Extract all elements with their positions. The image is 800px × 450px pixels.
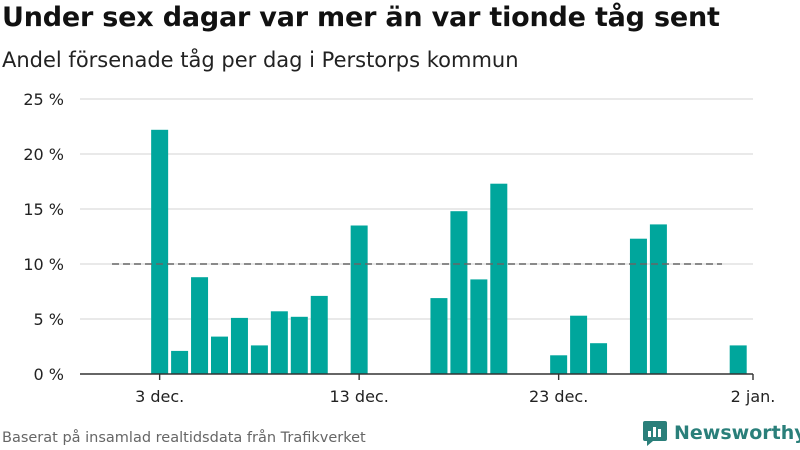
- chart-subtitle: Andel försenade tåg per dag i Perstorps …: [2, 48, 519, 72]
- bar: [550, 355, 568, 374]
- bar: [629, 238, 647, 374]
- brand-name: Newsworthy: [674, 422, 800, 444]
- x-tick-label: 13 dec.: [329, 387, 388, 406]
- bar: [729, 345, 747, 374]
- x-tick-label: 3 dec.: [135, 387, 184, 406]
- bar: [191, 277, 209, 374]
- bar: [270, 311, 288, 374]
- y-tick-label: 15 %: [23, 200, 64, 219]
- brand-logo: Newsworthy: [642, 418, 800, 448]
- chart-title: Under sex dagar var mer än var tionde tå…: [2, 2, 720, 33]
- y-tick-label: 5 %: [34, 310, 64, 329]
- source-note: Baserat på insamlad realtidsdata från Tr…: [2, 430, 366, 446]
- newsworthy-logo-icon: [643, 421, 667, 446]
- bar: [290, 316, 308, 374]
- axes: 0 % 5 % 10 % 15 % 20 % 25 % 3 dec. 13 dec. 23 de…: [23, 90, 775, 406]
- bar: [350, 225, 368, 374]
- bar: [310, 295, 328, 374]
- y-tick-label: 25 %: [23, 90, 64, 109]
- x-tick-label: 23 dec.: [529, 387, 588, 406]
- bar: [590, 343, 608, 374]
- bar: [211, 336, 228, 374]
- bar: [450, 211, 468, 374]
- bar: [250, 345, 268, 374]
- y-tick-label: 20 %: [23, 145, 64, 164]
- bar: [649, 224, 667, 374]
- y-tick-label: 0 %: [34, 365, 64, 384]
- bars: [151, 129, 747, 374]
- bar: [230, 317, 248, 374]
- bar: [490, 183, 508, 374]
- y-tick-label: 10 %: [23, 255, 64, 274]
- bar: [171, 350, 189, 374]
- bar: [470, 279, 488, 374]
- x-tick-label: 2 jan.: [731, 387, 776, 406]
- bar: [151, 129, 169, 374]
- bar: [570, 315, 588, 374]
- bar: [430, 298, 448, 374]
